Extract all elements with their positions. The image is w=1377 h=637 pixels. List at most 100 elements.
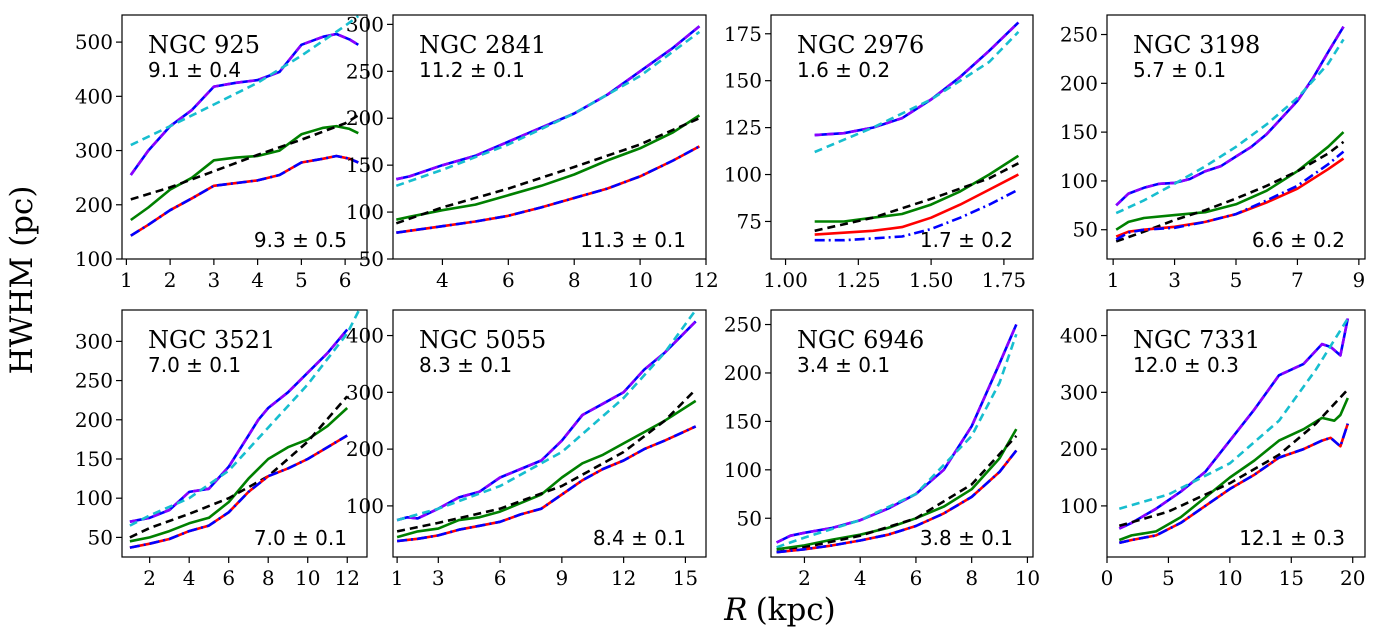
galaxy-name: NGC 2841 <box>419 31 546 59</box>
x-tick-label: 1.00 <box>763 268 808 292</box>
x-tick-label: 10 <box>1015 566 1040 590</box>
series-line-red-blue-dashdot-overlay <box>396 425 697 543</box>
fit-value-top: 5.7 ± 0.1 <box>1133 58 1226 82</box>
x-tick-label: 1 <box>1107 268 1120 292</box>
x-tick-label: 12 <box>335 566 360 590</box>
series-line-cyan-dash <box>396 310 697 522</box>
x-tick-label: 1.25 <box>836 268 881 292</box>
y-tick-label: 250 <box>724 313 762 337</box>
x-tick-label: 12 <box>693 268 718 292</box>
x-tick-label: 6 <box>222 566 235 590</box>
fit-value-bottom: 7.0 ± 0.1 <box>254 526 347 550</box>
axes-frame <box>770 14 1034 260</box>
y-tick-label: 200 <box>75 408 113 432</box>
series-line-red-blue-dashdot <box>130 154 359 237</box>
y-tick-label: 300 <box>75 329 113 353</box>
y-tick-label: 200 <box>1060 437 1098 461</box>
y-tick-label: 300 <box>346 380 384 404</box>
y-tick-label: 100 <box>75 486 113 510</box>
series-line-blue-purple-dash-overlay <box>814 21 1020 137</box>
y-tick-label: 400 <box>75 84 113 108</box>
y-tick-label: 100 <box>724 163 762 187</box>
x-tick-label: 1 <box>391 566 404 590</box>
x-tick-label: 5 <box>295 268 308 292</box>
series-line-black-dash <box>1115 140 1345 243</box>
y-tick-label: 250 <box>1060 23 1098 47</box>
series-line-red-blue-dashdot-overlay <box>396 145 701 234</box>
y-tick-label: 400 <box>1060 324 1098 348</box>
series-group <box>129 15 360 237</box>
y-tick-label: 150 <box>724 69 762 93</box>
series-line-cyan-dash <box>1115 38 1345 215</box>
series-line-black-dash <box>396 388 697 533</box>
y-tick-label: 500 <box>75 30 113 54</box>
y-axis-label: HWHM (pc) <box>4 186 40 375</box>
y-tick-label: 300 <box>346 12 384 36</box>
fit-value-bottom: 3.8 ± 0.1 <box>920 526 1013 550</box>
series-line-blue-dashdot <box>814 188 1019 242</box>
galaxy-name: NGC 2976 <box>797 31 924 59</box>
series-line-red-blue-dashdot-overlay <box>1119 423 1350 545</box>
series-line-blue-purple-dash-overlay <box>129 328 349 523</box>
x-tick-label: 4 <box>436 268 449 292</box>
series-line-blue-purple-dash-overlay <box>396 320 697 522</box>
series-group <box>1118 317 1350 545</box>
fit-value-bottom: 6.6 ± 0.2 <box>1252 228 1345 252</box>
y-tick-label: 100 <box>724 458 762 482</box>
series-line-black-dash <box>130 114 359 201</box>
x-tick-label: 2 <box>798 566 811 590</box>
series-line-cyan-dash <box>130 15 360 147</box>
x-tick-label: 2 <box>164 268 177 292</box>
y-tick-label: 200 <box>346 106 384 130</box>
y-tick-label: 150 <box>75 447 113 471</box>
series-line-green-solid <box>1115 131 1345 231</box>
axes-frame <box>392 14 707 260</box>
series-line-red-blue-dashdot-overlay <box>130 154 359 237</box>
x-tick-label: 12 <box>611 566 636 590</box>
series-group <box>129 310 361 549</box>
x-tick-label: 6 <box>502 268 515 292</box>
series-line-blue-purple-dash-overlay <box>396 25 701 181</box>
x-axis-label-unit: (kpc) <box>756 592 836 628</box>
x-tick-label: 6 <box>910 566 923 590</box>
fit-value-bottom: 8.4 ± 0.1 <box>593 526 686 550</box>
series-group <box>395 25 701 234</box>
series-group <box>814 21 1020 242</box>
fit-value-top: 8.3 ± 0.1 <box>419 353 512 377</box>
y-tick-label: 150 <box>724 409 762 433</box>
series-line-black-dash <box>814 162 1019 233</box>
x-tick-label: 1.50 <box>909 268 954 292</box>
x-tick-label: 8 <box>568 268 581 292</box>
y-tick-label: 200 <box>346 437 384 461</box>
series-line-black-dash <box>1118 388 1349 528</box>
series-line-cyan-dash <box>814 30 1020 154</box>
y-tick-label: 150 <box>346 153 384 177</box>
y-tick-label: 200 <box>75 193 113 217</box>
y-tick-label: 400 <box>346 324 384 348</box>
y-tick-label: 100 <box>1060 494 1098 518</box>
y-tick-label: 150 <box>1060 120 1098 144</box>
series-group <box>776 323 1018 554</box>
series-line-blue-purple-dash-overlay <box>776 323 1018 544</box>
x-tick-label: 15 <box>1279 566 1304 590</box>
y-tick-label: 50 <box>359 247 384 271</box>
y-tick-label: 250 <box>75 369 113 393</box>
series-line-green-solid <box>396 114 701 221</box>
x-tick-label: 20 <box>1340 566 1365 590</box>
series-line-black-dash <box>395 117 700 225</box>
series-line-green-solid <box>129 407 349 543</box>
series-line-cyan-dash <box>129 310 361 527</box>
x-tick-label: 3 <box>1168 268 1181 292</box>
fit-value-top: 7.0 ± 0.1 <box>148 353 241 377</box>
galaxy-name: NGC 7331 <box>1133 326 1260 354</box>
fit-value-bottom: 12.1 ± 0.3 <box>1239 526 1345 550</box>
galaxy-name: NGC 3198 <box>1133 31 1260 59</box>
y-tick-label: 200 <box>1060 71 1098 95</box>
x-tick-label: 1.75 <box>982 268 1027 292</box>
